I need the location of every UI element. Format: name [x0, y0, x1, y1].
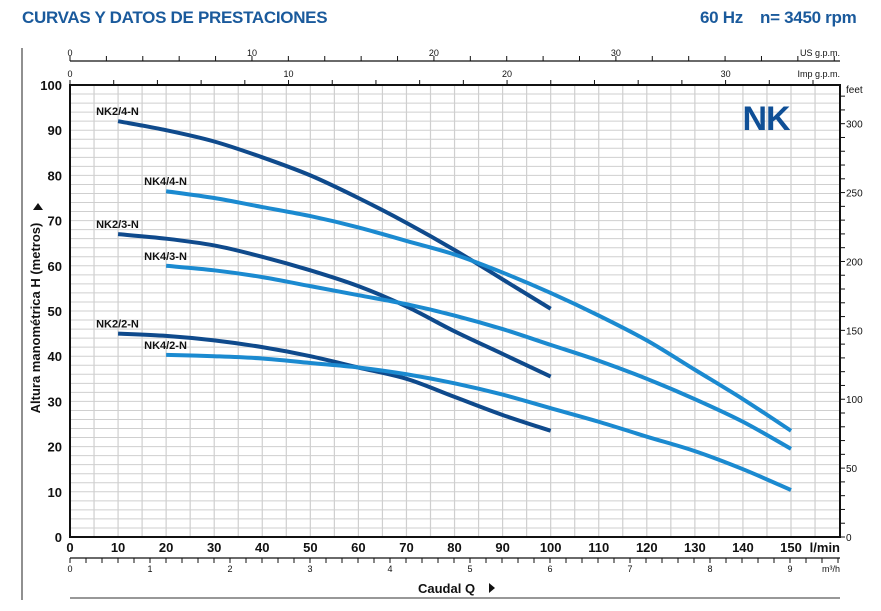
m3h-tick-label: 8: [707, 564, 712, 574]
y-tick-label: 100: [40, 78, 62, 93]
x-tick-label: 100: [540, 540, 562, 555]
feet-tick-label: 250: [846, 189, 863, 200]
nk-logo: NK: [742, 100, 791, 138]
curve-label: NK4/2-N: [144, 340, 187, 352]
m3h-tick-label: 4: [387, 564, 392, 574]
curve-label: NK2/4-N: [96, 106, 139, 118]
curve-nk4-3-n: [165, 263, 792, 451]
curve-label: NK4/4-N: [144, 176, 187, 188]
arrow-right-icon: [489, 583, 495, 593]
imp-gpm-tick-label: 20: [502, 69, 512, 79]
curve-nk2-3-n: [117, 232, 552, 379]
imp-gpm-unit-label: Imp g.p.m.: [797, 69, 840, 79]
x-unit-label: l/min: [810, 540, 840, 555]
x-tick-label: 140: [732, 540, 754, 555]
x-tick-label: 70: [399, 540, 413, 555]
feet-tick-label: 0: [846, 533, 852, 544]
x-tick-label: 20: [159, 540, 173, 555]
us-gpm-tick-label: 30: [611, 48, 621, 58]
m3h-tick-label: 5: [467, 564, 472, 574]
x-tick-label: 90: [495, 540, 509, 555]
x-tick-label: 30: [207, 540, 221, 555]
curve-label: NK2/3-N: [96, 219, 139, 231]
y-tick-label: 70: [48, 214, 62, 229]
m3h-tick-label: 2: [227, 564, 232, 574]
y-tick-label: 0: [55, 530, 62, 545]
us-gpm-tick-label: 10: [247, 48, 257, 58]
m3h-tick-label: 6: [547, 564, 552, 574]
x-tick-label: 150: [780, 540, 802, 555]
curve-nk4-4-n: [165, 189, 793, 433]
y-tick-label: 20: [48, 440, 62, 455]
arrow-up-icon: [33, 203, 43, 210]
m3h-tick-label: 1: [147, 564, 152, 574]
imp-gpm-tick-label: 0: [67, 69, 72, 79]
y-tick-label: 50: [48, 304, 62, 319]
m3h-tick-label: 0: [67, 564, 72, 574]
imp-gpm-tick-label: 10: [284, 69, 294, 79]
y-tick-label: 60: [48, 259, 62, 274]
curve-label: NK4/3-N: [144, 251, 187, 263]
y-tick-label: 90: [48, 123, 62, 138]
y-tick-label: 30: [48, 394, 62, 409]
y-axis-title: Altura manométrica H (metros): [28, 223, 43, 414]
curve-nk4-2-n: [166, 352, 792, 492]
m3h-tick-label: 9: [787, 564, 792, 574]
y-tick-label: 10: [48, 485, 62, 500]
imp-gpm-tick-label: 30: [721, 69, 731, 79]
x-tick-label: 60: [351, 540, 365, 555]
x-tick-label: 40: [255, 540, 269, 555]
feet-unit-label: feet: [846, 85, 863, 96]
feet-tick-label: 100: [846, 395, 863, 406]
m3h-unit-label: m³/h: [822, 564, 840, 574]
x-tick-label: 0: [66, 540, 73, 555]
frequency-label: 60 Hz: [700, 8, 743, 27]
us-gpm-tick-label: 0: [67, 48, 72, 58]
feet-tick-label: 300: [846, 120, 863, 131]
feet-tick-label: 200: [846, 257, 863, 268]
x-tick-label: 110: [588, 540, 609, 555]
m3h-tick-label: 3: [307, 564, 312, 574]
x-axis-title: Caudal Q: [418, 581, 475, 596]
plot-frame: [69, 84, 841, 538]
feet-tick-label: 50: [846, 464, 858, 475]
x-tick-label: 120: [636, 540, 658, 555]
y-tick-label: 80: [48, 168, 62, 183]
curve-nk2-2-n: [117, 331, 552, 433]
speed-label: n= 3450 rpm: [760, 8, 857, 27]
x-tick-label: 10: [111, 540, 125, 555]
feet-tick-label: 150: [846, 326, 863, 337]
us-gpm-unit-label: US g.p.m.: [800, 48, 840, 58]
y-tick-label: 40: [48, 349, 62, 364]
chart-title: CURVAS Y DATOS DE PRESTACIONES: [22, 8, 328, 27]
us-gpm-tick-label: 20: [429, 48, 439, 58]
x-tick-label: 130: [684, 540, 706, 555]
curve-label: NK2/2-N: [96, 319, 139, 331]
x-tick-label: 80: [447, 540, 461, 555]
x-tick-label: 50: [303, 540, 317, 555]
m3h-tick-label: 7: [627, 564, 632, 574]
